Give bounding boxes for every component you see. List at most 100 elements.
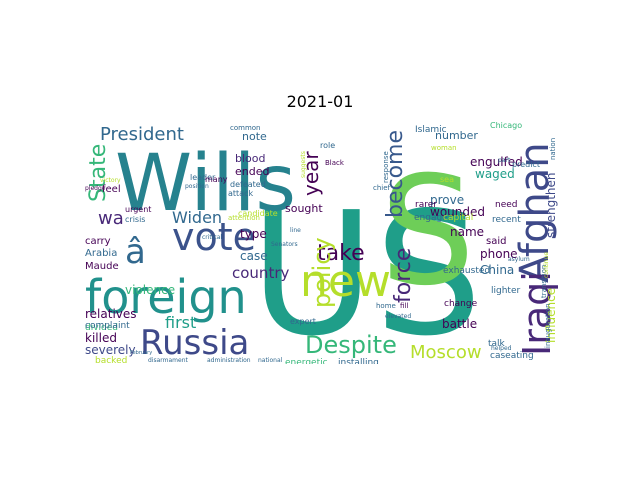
word-february: February [130, 350, 152, 356]
word-transition: transition [540, 265, 548, 298]
word-senators: Senators [271, 241, 298, 248]
word-administration: administration [207, 357, 251, 364]
word-disarmament: disarmament [148, 357, 189, 364]
word-maude: Maude [85, 261, 119, 272]
word-russia: Russia [140, 323, 249, 363]
word-note: note [242, 130, 267, 143]
word-waged: waged [475, 167, 515, 181]
word-asylum: asylum [508, 256, 530, 263]
word-installing: installing [338, 358, 379, 364]
word-wills: Wills [115, 139, 296, 229]
word-ended: ended [235, 165, 269, 178]
word-many: many [205, 175, 228, 184]
word-sea: sea [440, 175, 454, 184]
word-iraqi: Iraqi [515, 271, 559, 356]
word-leader: leader [190, 173, 216, 182]
word-suggests: suggests [300, 151, 307, 178]
word-wa: wa [98, 208, 124, 229]
word-energetic: energetic [285, 358, 328, 364]
word-severely: severely [85, 343, 136, 357]
word-battle: battle [442, 317, 477, 331]
word-name: name [450, 225, 484, 239]
word-take: take [317, 241, 365, 266]
word-role: role [320, 141, 335, 150]
word-islamic: Islamic [415, 125, 447, 135]
word-candidate: candidate [238, 209, 278, 218]
word-fill: fill [400, 302, 408, 310]
word-chief: chief [373, 184, 391, 192]
word-year: year [299, 151, 323, 196]
word-killed: killed [85, 331, 117, 345]
word-us: US [250, 176, 482, 364]
word-engulfed: engulfed [470, 155, 523, 169]
word-china: China [480, 263, 514, 277]
word-need: need [495, 200, 518, 210]
word-force: force [391, 248, 416, 303]
word-strengthen: strengthen [544, 172, 558, 238]
word-president: President [100, 124, 184, 145]
word-defeated: defeated [230, 180, 266, 189]
word-type: type [240, 227, 267, 241]
word-carry: carry [85, 236, 111, 247]
word-sought: sought [285, 202, 323, 215]
word-arabia: Arabia [85, 248, 117, 259]
word-complaint: complaint [85, 321, 130, 331]
word-prove: prove [430, 193, 464, 207]
word-s: S [380, 145, 475, 319]
word-case: case [240, 249, 268, 263]
word-rarer: rarer [415, 200, 437, 210]
word-divided: divided [85, 323, 118, 333]
word-woman: woman [431, 144, 457, 152]
word-common: common [230, 124, 261, 132]
word-recent: recent [492, 215, 521, 225]
word-national: national [258, 357, 283, 364]
word-lighter: lighter [491, 286, 520, 296]
word-blood: blood [235, 152, 265, 165]
word-vote: vote [172, 215, 256, 259]
word-moscow: Moscow [410, 342, 482, 363]
word-change: change [444, 299, 478, 309]
word-nation: nation [549, 138, 557, 160]
word-violence: violence [125, 283, 175, 297]
word-talk: talk [488, 339, 506, 349]
word-feel: feel [102, 184, 121, 195]
word-backed: backed [95, 356, 127, 364]
word-crisis: crisis [125, 215, 145, 224]
word-said: said [486, 236, 506, 247]
word-elevated: elevated [385, 313, 411, 320]
word-black: Black [325, 159, 345, 167]
word-relatives: relatives [85, 307, 137, 321]
word-state: State [86, 144, 111, 202]
word-policy: policy [308, 237, 336, 308]
word-afghan: Afghan [512, 142, 558, 283]
word-predict: predict [512, 160, 540, 169]
word-part: part [498, 157, 511, 164]
word-response: response [382, 151, 390, 183]
chart-title: 2021-01 [286, 92, 354, 111]
word-position: position [185, 183, 209, 190]
word-victory: victory [100, 177, 121, 184]
word-critical: critical [202, 234, 222, 241]
word-chicago: Chicago [490, 121, 522, 130]
word-country: country [232, 264, 289, 282]
word-exhausted: exhausted [443, 266, 490, 276]
word-influence: influence [544, 288, 558, 343]
word-continue: continue [543, 252, 550, 278]
word-home: home [376, 302, 396, 310]
word-become: become [383, 130, 408, 218]
word-number: number [435, 129, 478, 142]
word-caseating: caseating [490, 351, 534, 361]
word-new: new [300, 256, 391, 307]
word-helped: helped [491, 345, 512, 352]
word-capital: capital [443, 213, 473, 223]
word-pledge: pledge [85, 185, 106, 192]
word-urgent: urgent [125, 205, 151, 214]
word-despite: Despite [305, 331, 397, 359]
word-phone: phone [480, 247, 518, 261]
word--: â [125, 232, 146, 272]
word-attention: attention [228, 214, 260, 222]
word-cloud: US S Wills foreign new Afghan vote Russia Iraqi D… [80, 118, 561, 364]
word-first: first [165, 313, 196, 332]
word-foreign: foreign [85, 270, 247, 324]
word-wounded: wounded [430, 205, 485, 219]
